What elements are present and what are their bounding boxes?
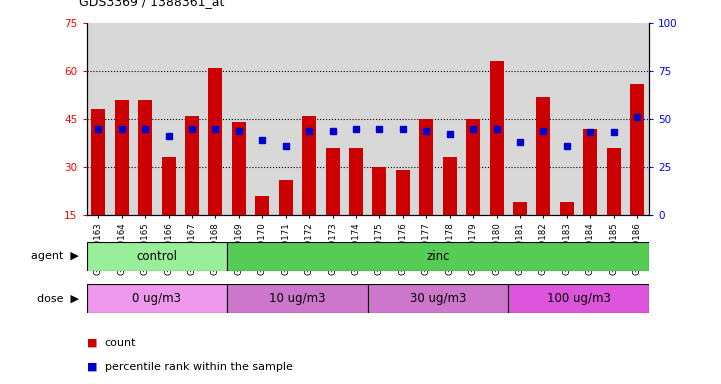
Bar <box>227 284 368 313</box>
Text: 10 ug/m3: 10 ug/m3 <box>269 292 326 305</box>
Text: ■: ■ <box>87 362 97 372</box>
Bar <box>372 167 386 215</box>
Bar <box>208 68 222 215</box>
Bar <box>513 202 527 215</box>
Text: zinc: zinc <box>426 250 450 263</box>
Text: 0 ug/m3: 0 ug/m3 <box>133 292 181 305</box>
Bar <box>91 109 105 215</box>
Bar <box>419 119 433 215</box>
Bar <box>231 122 246 215</box>
Bar <box>325 148 340 215</box>
Text: 30 ug/m3: 30 ug/m3 <box>410 292 466 305</box>
Bar <box>466 119 480 215</box>
Bar <box>490 61 503 215</box>
Bar <box>508 284 649 313</box>
Text: ■: ■ <box>87 338 97 348</box>
Text: dose  ▶: dose ▶ <box>37 293 79 304</box>
Bar <box>302 116 316 215</box>
Bar <box>115 100 128 215</box>
Bar <box>443 157 457 215</box>
Bar <box>583 129 598 215</box>
Bar <box>255 196 270 215</box>
Text: agent  ▶: agent ▶ <box>32 251 79 262</box>
Bar <box>87 284 227 313</box>
Text: count: count <box>105 338 136 348</box>
Bar <box>278 180 293 215</box>
Bar <box>559 202 574 215</box>
Text: 100 ug/m3: 100 ug/m3 <box>547 292 611 305</box>
Text: GDS3369 / 1388361_at: GDS3369 / 1388361_at <box>79 0 225 8</box>
Bar <box>185 116 199 215</box>
Bar <box>630 84 645 215</box>
Text: percentile rank within the sample: percentile rank within the sample <box>105 362 293 372</box>
Bar <box>162 157 175 215</box>
Bar <box>87 242 227 271</box>
Bar <box>396 170 410 215</box>
Bar <box>607 148 621 215</box>
Bar <box>349 148 363 215</box>
Bar <box>368 284 508 313</box>
Text: control: control <box>136 250 177 263</box>
Bar <box>227 242 649 271</box>
Bar <box>138 100 152 215</box>
Bar <box>536 97 551 215</box>
